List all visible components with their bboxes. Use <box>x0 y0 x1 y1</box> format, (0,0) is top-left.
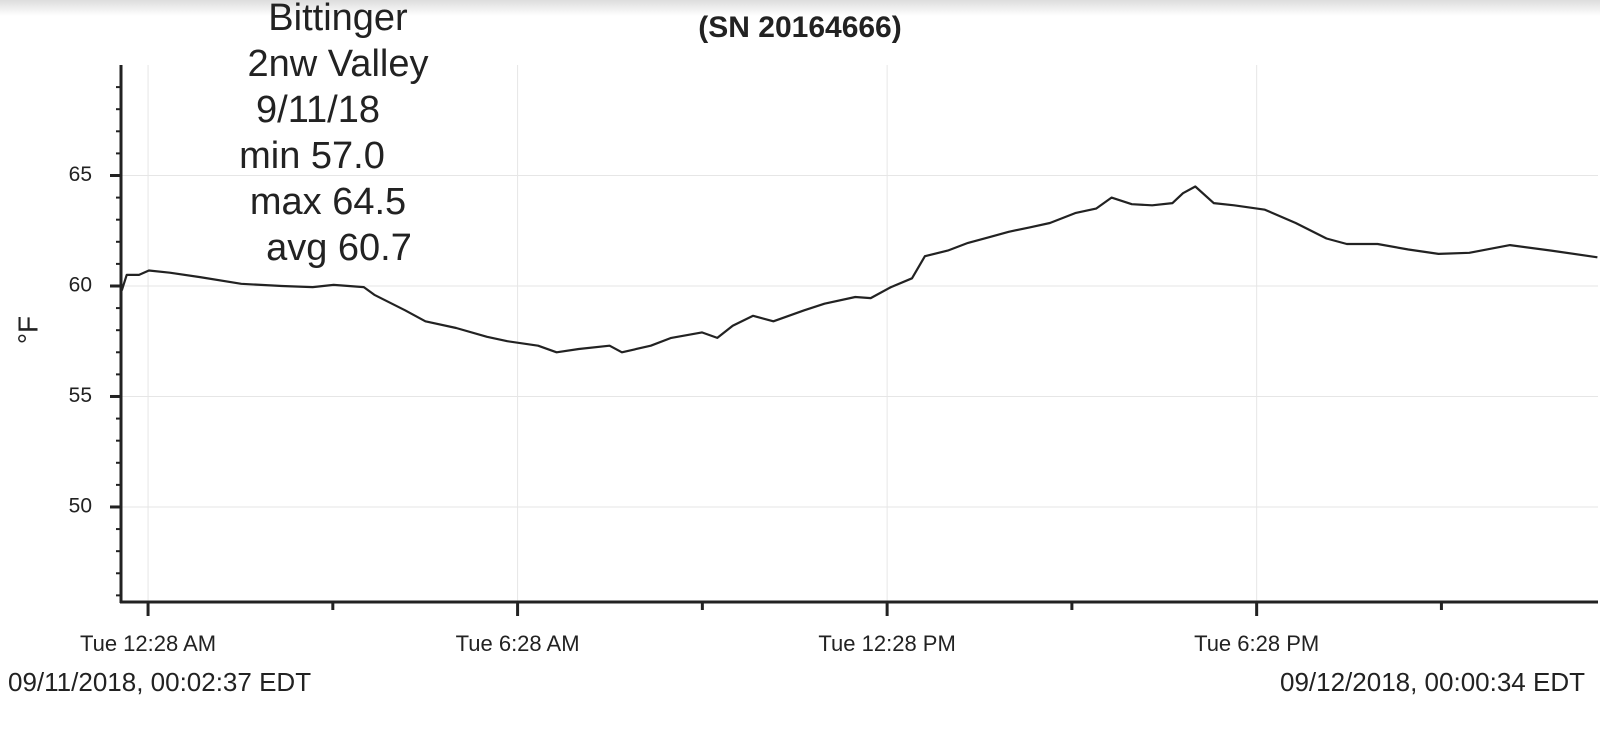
y-tick-label: 50 <box>69 495 92 518</box>
y-tick-label: 65 <box>69 163 92 186</box>
annotation-line: 9/11/18 <box>256 89 380 131</box>
y-tick-label: 60 <box>69 274 92 297</box>
annotation-line: avg 60.7 <box>266 227 412 269</box>
y-axis-label: °F <box>12 316 43 344</box>
y-tick-label: 55 <box>69 384 92 407</box>
annotation-line: 2nw Valley <box>248 43 429 85</box>
end-time: 09/12/2018, 00:00:34 EDT <box>1280 667 1585 697</box>
x-tick-label: Tue 12:28 PM <box>818 631 955 656</box>
x-tick-label: Tue 6:28 AM <box>456 631 580 656</box>
chart-title: (SN 20164666) <box>698 11 901 44</box>
annotation-line: min 57.0 <box>239 135 385 177</box>
annotation-line: max 64.5 <box>250 181 406 223</box>
x-tick-label: Tue 12:28 AM <box>80 631 216 656</box>
annotation-line: Bittinger <box>268 0 408 39</box>
data-line <box>120 185 1598 354</box>
x-tick-label: Tue 6:28 PM <box>1194 631 1319 656</box>
top-shadow <box>0 0 1600 16</box>
start-time: 09/11/2018, 00:02:37 EDT <box>8 667 311 697</box>
